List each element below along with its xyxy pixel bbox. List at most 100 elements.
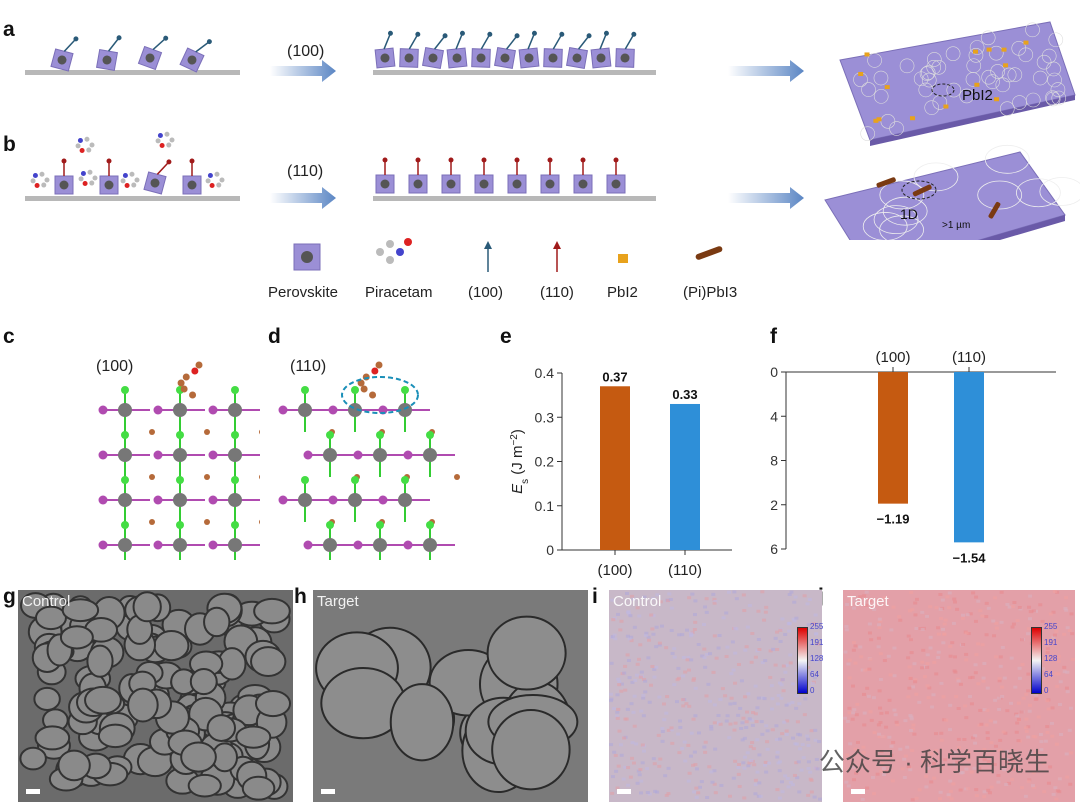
intensity-pixel xyxy=(1057,777,1062,781)
cube-center xyxy=(150,178,160,188)
intensity-pixel xyxy=(999,590,1004,594)
intensity-pixel xyxy=(967,751,972,755)
intensity-pixel xyxy=(934,606,939,610)
arrow-head xyxy=(163,35,169,41)
intensity-pixel xyxy=(672,647,677,651)
intensity-pixel xyxy=(775,630,780,634)
intensity-pixel xyxy=(760,590,765,594)
intensity-pixel xyxy=(1053,786,1058,790)
intensity-pixel xyxy=(1062,670,1067,674)
intensity-pixel xyxy=(652,762,657,766)
intensity-pixel xyxy=(712,721,717,725)
intensity-pixel xyxy=(639,779,644,783)
cube-center xyxy=(57,55,67,65)
iodine-atom xyxy=(98,405,108,415)
intensity-pixel xyxy=(908,768,913,772)
intensity-pixel xyxy=(644,631,649,635)
intensity-pixel xyxy=(627,676,632,680)
intensity-pixel xyxy=(669,726,674,730)
intensity-pixel xyxy=(889,628,894,632)
y-tick-label: −0.4 xyxy=(770,408,778,424)
halide-atom xyxy=(351,386,359,394)
grain xyxy=(153,630,190,662)
cube-center xyxy=(578,179,588,189)
growth-schematic xyxy=(25,21,1080,240)
scale-bar xyxy=(321,789,335,794)
piracetam-atom xyxy=(41,182,47,188)
intensity-pixel xyxy=(999,620,1004,624)
intensity-pixel xyxy=(1038,732,1043,736)
halide-atom xyxy=(426,521,434,529)
y-label-part: s xyxy=(520,479,531,484)
intensity-pixel xyxy=(932,660,937,664)
intensity-pixel xyxy=(948,789,953,793)
intensity-pixel xyxy=(615,693,620,697)
intensity-pixel xyxy=(936,655,941,659)
piracetam-atom xyxy=(75,143,81,149)
intensity-pixel xyxy=(775,750,780,754)
orientation-label-b: (110) xyxy=(287,163,324,180)
intensity-pixel xyxy=(615,612,620,616)
grain-boundary xyxy=(1018,47,1034,63)
intensity-pixel xyxy=(1064,752,1069,756)
arrow-head xyxy=(586,33,592,39)
intensity-pixel xyxy=(785,719,790,723)
intensity-pixel xyxy=(968,694,973,698)
intensity-pixel xyxy=(1014,712,1019,716)
intensity-pixel xyxy=(981,679,986,683)
intensity-pixel xyxy=(884,711,889,715)
intensity-pixel xyxy=(697,731,702,735)
intensity-pixel xyxy=(742,609,747,613)
intensity-pixel xyxy=(809,729,814,733)
intensity-pixel xyxy=(858,645,863,649)
intensity-pixel xyxy=(991,619,996,623)
legend-label-piracetam: Piracetam xyxy=(365,284,433,301)
intensity-pixel xyxy=(740,721,745,725)
intensity-pixel xyxy=(687,771,692,775)
intensity-pixel xyxy=(939,616,944,620)
intensity-pixel xyxy=(630,756,635,760)
intensity-pixel xyxy=(985,731,990,735)
intensity-pixel xyxy=(792,600,797,604)
map-image-control: Control xyxy=(609,590,822,802)
intensity-pixel xyxy=(783,670,788,674)
panel-label-g: g xyxy=(3,585,16,608)
intensity-pixel xyxy=(789,590,794,594)
intensity-pixel xyxy=(666,599,671,603)
intensity-pixel xyxy=(709,727,714,731)
intensity-pixel xyxy=(913,601,918,605)
intensity-pixel xyxy=(927,686,932,690)
intensity-pixel xyxy=(651,596,656,600)
intensity-pixel xyxy=(1011,758,1016,762)
intensity-pixel xyxy=(1026,725,1031,729)
cation-atom xyxy=(149,474,155,480)
intensity-pixel xyxy=(677,633,682,637)
intensity-pixel xyxy=(614,769,619,773)
intensity-pixel xyxy=(778,639,783,643)
intensity-pixel xyxy=(1039,748,1044,752)
grain-boundary xyxy=(977,180,1023,210)
intensity-pixel xyxy=(996,773,1001,777)
pbi2-particle xyxy=(1023,40,1029,45)
arrow-head xyxy=(514,33,520,39)
intensity-pixel xyxy=(926,696,931,700)
pbi2-particle xyxy=(858,72,864,77)
intensity-pixel xyxy=(641,693,646,697)
piracetam-atom xyxy=(39,171,45,177)
intensity-pixel xyxy=(619,682,624,686)
perovskite-cube xyxy=(408,157,428,194)
intensity-pixel xyxy=(853,747,858,751)
intensity-pixel xyxy=(846,662,851,666)
intensity-pixel xyxy=(910,798,915,802)
intensity-pixel xyxy=(786,785,791,789)
halide-atom xyxy=(121,431,129,439)
intensity-pixel xyxy=(997,707,1002,711)
piracetam-atom xyxy=(159,142,165,148)
grain-boundary xyxy=(990,64,1005,79)
intensity-pixel xyxy=(635,606,640,610)
orientation-arrow xyxy=(63,38,77,52)
cube-center xyxy=(452,53,462,63)
intensity-pixel xyxy=(979,722,984,726)
intensity-pixel xyxy=(678,725,683,729)
piracetam-atom xyxy=(360,385,368,393)
